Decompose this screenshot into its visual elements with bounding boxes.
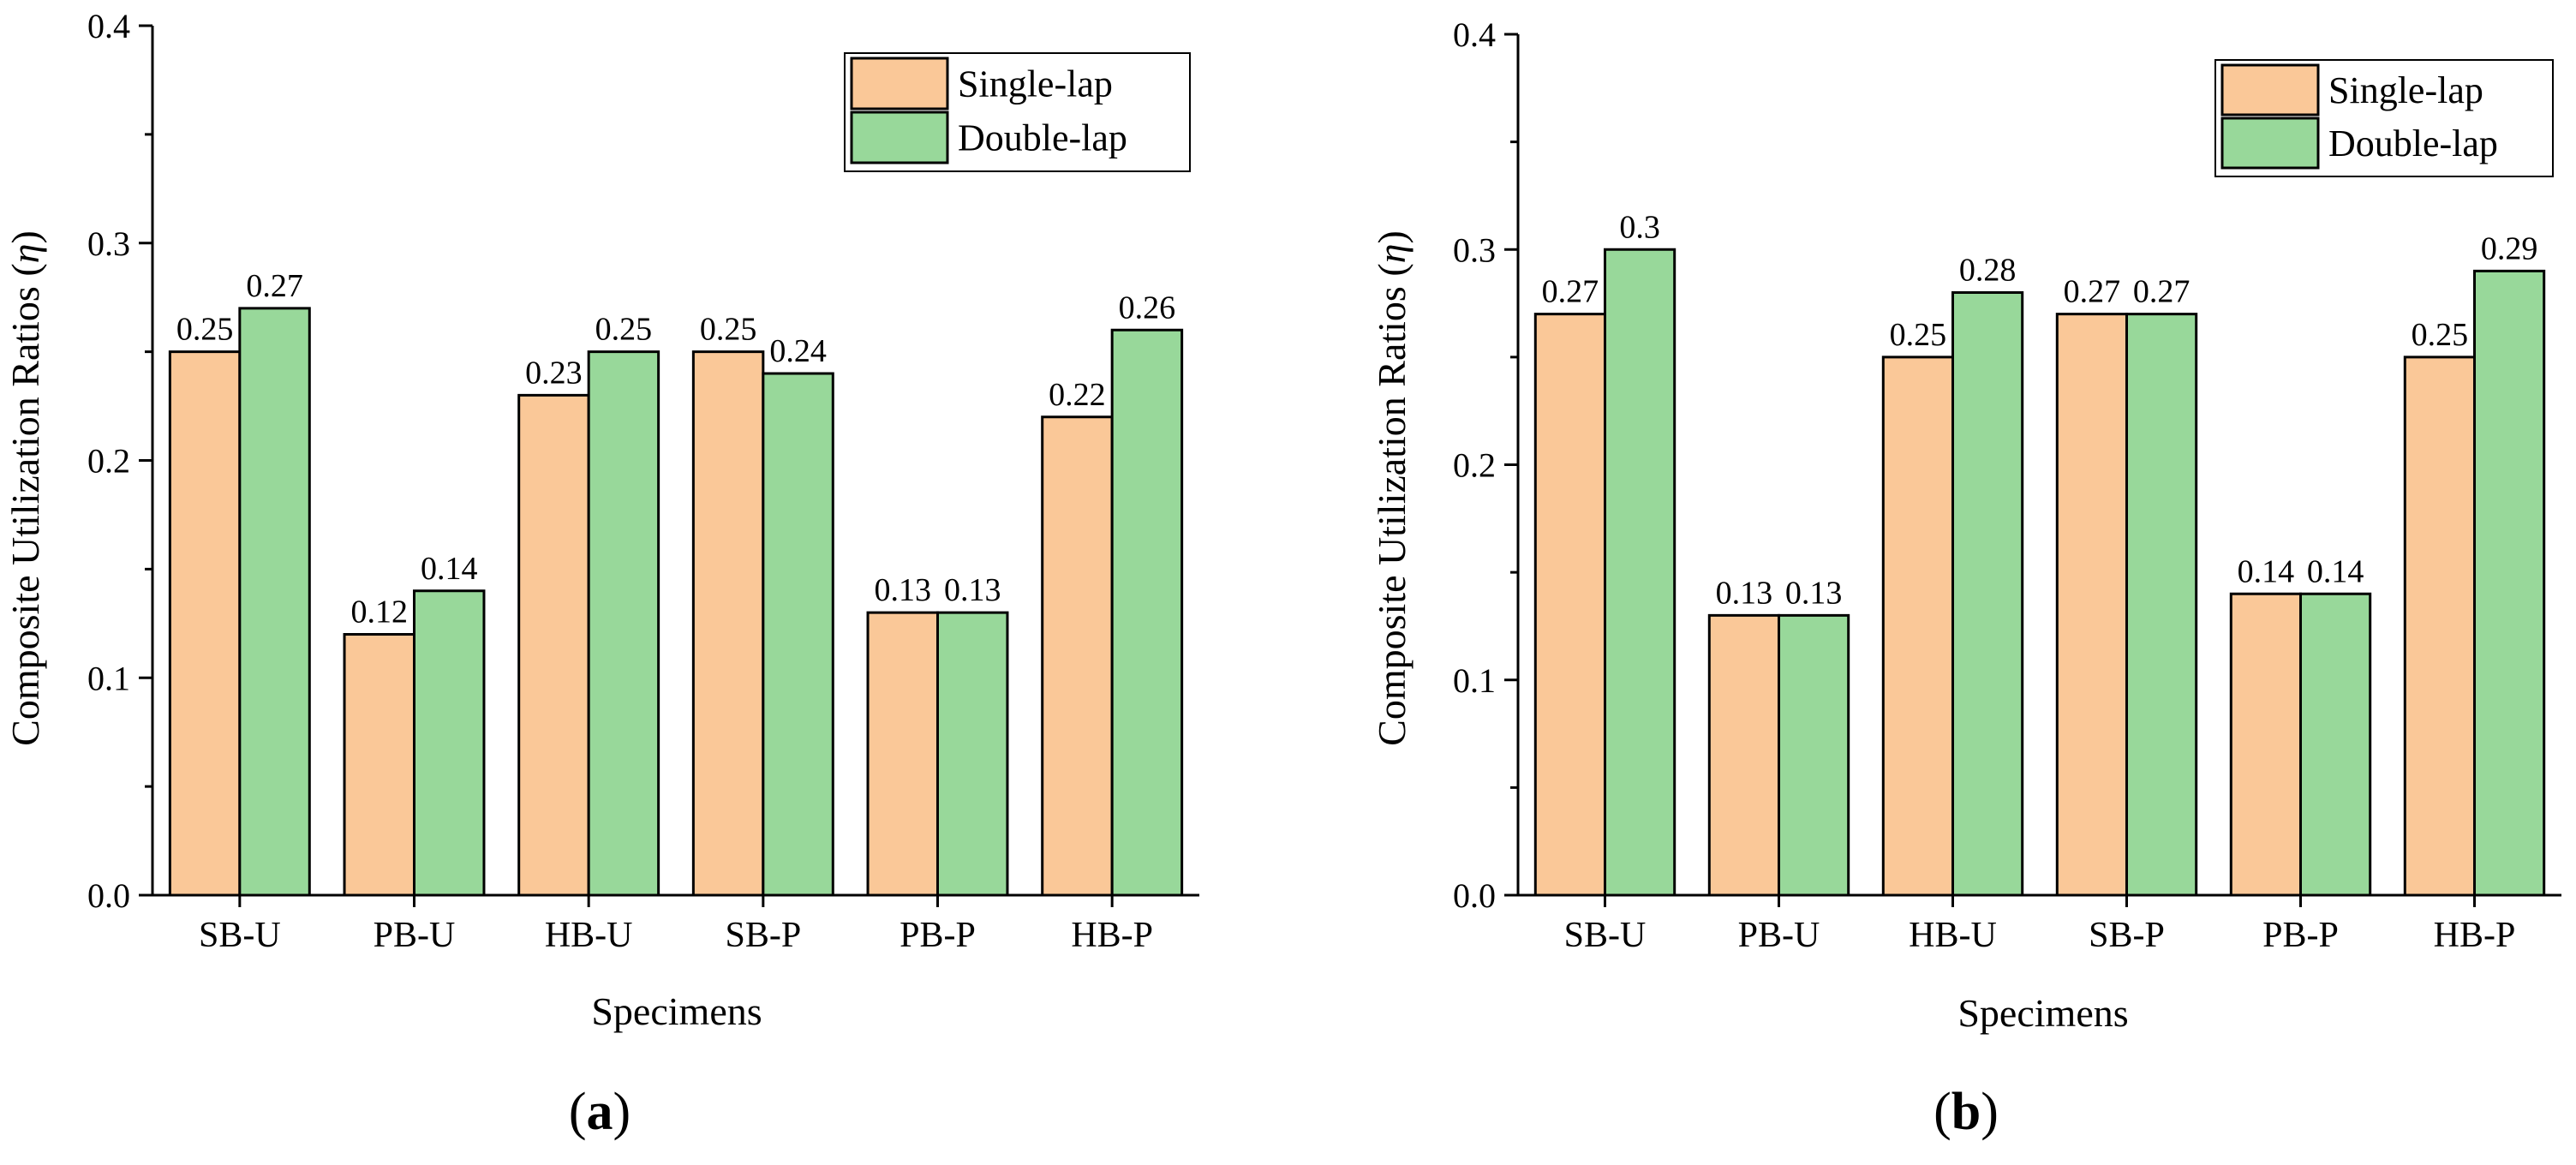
x-axis-title-b: Specimens (1957, 991, 2128, 1035)
bar-single-lap-sb-p (691, 350, 765, 897)
bar-double-lap-hb-p (1110, 328, 1184, 897)
data-label: 0.13 (1785, 575, 1843, 611)
data-label: 0.25 (700, 312, 757, 348)
data-label: 0.27 (1542, 274, 1599, 310)
bar-double-lap-hb-u (1951, 291, 2024, 897)
y-ticks-b: 0.0 0.1 0.2 0.3 0.4 (1453, 15, 1518, 915)
bar-single-lap-pb-u (343, 633, 415, 897)
data-label: 0.13 (1716, 575, 1773, 611)
data-label: 0.27 (2064, 274, 2121, 310)
bar-double-lap-pb-u (1778, 613, 1850, 897)
y-tick-label: 0.1 (1453, 661, 1496, 700)
legend-label-single-lap: Single-lap (2328, 69, 2483, 111)
data-label: 0.27 (2133, 274, 2190, 310)
x-tick-label-pb-u: PB-U (374, 916, 456, 955)
bar-double-lap-sb-p (762, 372, 834, 897)
bar-single-lap-pb-u (1707, 613, 1781, 897)
data-label: 0.23 (525, 355, 583, 391)
data-label: 0.14 (421, 551, 478, 587)
bar-double-lap-sb-u (1604, 248, 1676, 897)
bar-double-lap-hb-u (587, 350, 660, 897)
data-label: 0.13 (944, 572, 1001, 608)
data-label: 0.25 (595, 312, 653, 348)
bar-double-lap-hb-p (2473, 269, 2546, 897)
y-axis-title-b: Composite Utilization Ratios (η) (1370, 230, 1414, 746)
bar-double-lap-pb-p (2299, 592, 2372, 897)
data-label: 0.25 (1890, 317, 1947, 353)
panel-label-b: (b) (1933, 1083, 1999, 1141)
legend-swatch-single-lap (2220, 63, 2320, 116)
data-label: 0.27 (246, 268, 303, 304)
data-label: 0.28 (1959, 253, 2017, 289)
bar-single-lap-sb-u (1533, 313, 1607, 897)
x-tick-label-sb-p: SB-P (725, 916, 801, 955)
data-labels-b: 0.27 0.13 0.25 0.27 0.14 0.25 0.3 0.13 0.28 0.27 0… (1542, 209, 2538, 611)
y-tick-label: 0.2 (87, 442, 130, 481)
bar-single-lap-hb-u (517, 393, 590, 897)
data-label: 0.26 (1119, 290, 1176, 326)
y-ticks-a: 0.0 0.1 0.2 0.3 0.4 (87, 7, 152, 915)
bar-single-lap-sb-p (2055, 313, 2129, 897)
bar-single-lap-pb-p (2229, 592, 2303, 897)
data-label: 0.22 (1049, 377, 1106, 413)
data-label: 0.24 (769, 333, 827, 369)
chart-panel-b: 0.27 0.13 0.25 0.27 0.14 0.25 0.3 0.13 0.28 0.27 0… (1370, 15, 2561, 1141)
data-label: 0.14 (2307, 553, 2364, 589)
data-label: 0.3 (1619, 209, 1660, 245)
x-tick-label-pb-u: PB-U (1738, 916, 1820, 955)
y-tick-label: 0.0 (1453, 876, 1496, 915)
x-ticks-b: SB-U PB-U HB-U SB-P PB-P HB-P (1564, 895, 2516, 955)
bar-double-lap-pb-u (413, 589, 486, 897)
legend-a: Single-lap Double-lap (844, 52, 1191, 172)
y-axis-title-a: Composite Utilization Ratios (η) (3, 230, 47, 746)
legend-label-double-lap: Double-lap (2328, 122, 2498, 164)
y-tick-label: 0.4 (1453, 15, 1496, 54)
y-tick-label: 0.1 (87, 659, 130, 697)
legend-swatch-double-lap (850, 111, 949, 164)
y-tick-label: 0.3 (1453, 230, 1496, 269)
legend-swatch-single-lap (850, 57, 949, 111)
bar-double-lap-pb-p (936, 611, 1009, 897)
data-label: 0.29 (2481, 230, 2538, 266)
legend-label-double-lap: Double-lap (958, 117, 1127, 159)
x-tick-label-hb-u: HB-U (545, 916, 633, 955)
data-labels-a: 0.25 0.12 0.23 0.25 0.13 0.22 0.27 0.14 0.25 0.24… (176, 268, 1175, 630)
chart-panel-a: 0.25 0.12 0.23 0.25 0.13 0.22 0.27 0.14 0.25 0.24… (3, 7, 1199, 1141)
bar-single-lap-hb-u (1881, 355, 1955, 897)
x-tick-label-sb-u: SB-U (1564, 916, 1647, 955)
x-tick-label-sb-u: SB-U (199, 916, 281, 955)
y-tick-label: 0.2 (1453, 446, 1496, 485)
x-tick-label-hb-p: HB-P (2434, 916, 2516, 955)
bars-b (1533, 248, 2546, 897)
bar-single-lap-sb-u (168, 350, 242, 897)
panel-label-a: (a) (569, 1083, 631, 1141)
bar-double-lap-sb-p (2125, 313, 2198, 897)
data-label: 0.25 (2412, 317, 2469, 353)
x-axis-title-a: Specimens (591, 989, 762, 1033)
y-tick-label: 0.0 (87, 876, 130, 915)
data-label: 0.12 (351, 594, 409, 630)
x-tick-label-sb-p: SB-P (2089, 916, 2165, 955)
bars-a (168, 307, 1184, 897)
y-tick-label: 0.4 (87, 7, 130, 45)
bar-double-lap-sb-u (238, 307, 311, 897)
legend-b: Single-lap Double-lap (2214, 59, 2554, 177)
legend-swatch-double-lap (2220, 116, 2320, 170)
data-label: 0.14 (2238, 553, 2295, 589)
bar-single-lap-hb-p (2403, 355, 2477, 897)
data-label: 0.13 (875, 572, 932, 608)
data-label: 0.25 (176, 312, 234, 348)
bar-single-lap-pb-p (866, 611, 939, 897)
x-ticks-a: SB-U PB-U HB-U SB-P PB-P HB-P (199, 895, 1153, 955)
x-tick-label-pb-p: PB-P (900, 916, 976, 955)
y-tick-label: 0.3 (87, 224, 130, 263)
x-tick-label-hb-p: HB-P (1071, 916, 1153, 955)
bar-single-lap-hb-p (1041, 415, 1114, 897)
x-tick-label-pb-p: PB-P (2262, 916, 2339, 955)
legend-label-single-lap: Single-lap (958, 63, 1113, 105)
x-tick-label-hb-u: HB-U (1909, 916, 1997, 955)
